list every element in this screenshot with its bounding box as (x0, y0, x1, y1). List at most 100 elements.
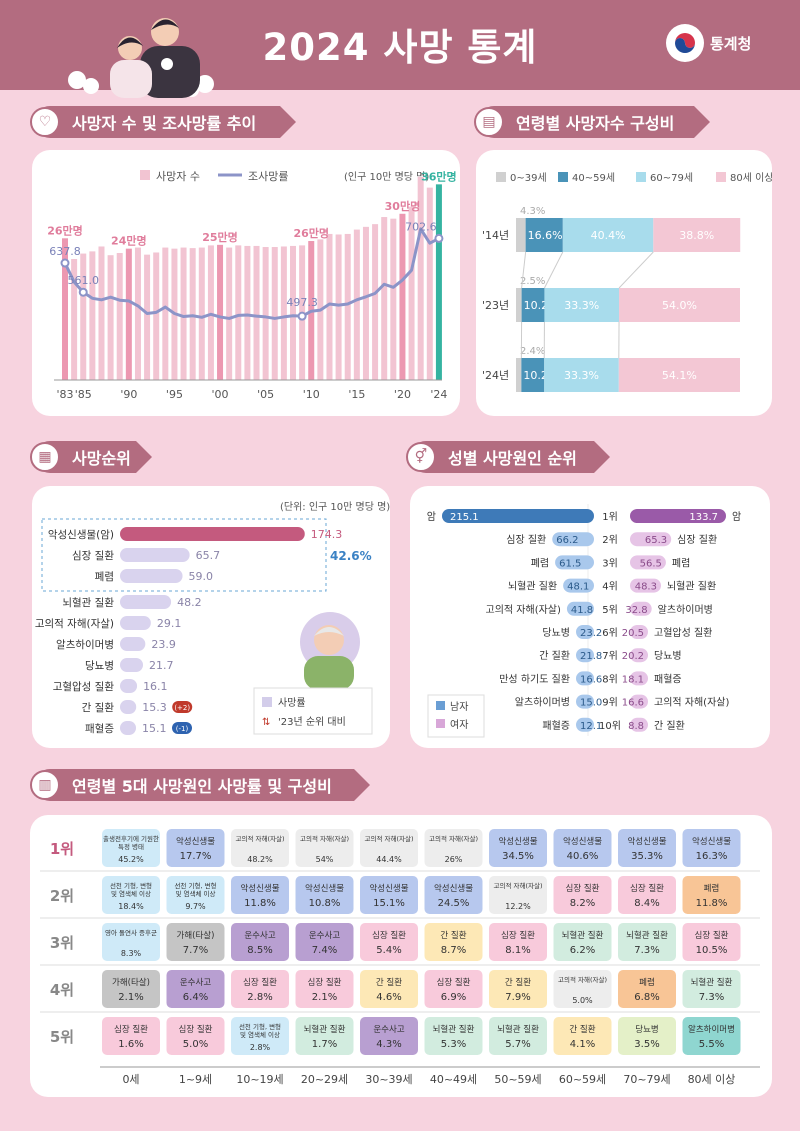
table-cell-box (682, 923, 741, 961)
bar-2003 (244, 245, 251, 380)
top3-percent: 42.6% (330, 549, 372, 563)
age-seg-2 (544, 288, 620, 322)
bar-1997 (189, 248, 196, 380)
table-cell-cause: 운수사고 (180, 978, 211, 988)
page-title: 2024 사망 통계 (262, 26, 538, 69)
table-cell-cause: 악성신생물 (563, 836, 602, 847)
male-cause-label: 알츠하이머병 (515, 696, 570, 709)
table-cell-box (618, 970, 676, 1008)
table-cell-percent: 8.5% (247, 945, 272, 956)
table-cell-cause: 폐렴 (704, 883, 720, 894)
legend-swatch-female (436, 719, 445, 728)
section-title-gender: 성별 사망원인 순위 (410, 441, 610, 473)
table-cell-percent: 6.8% (634, 992, 659, 1003)
x-tick-label: '95 (166, 388, 183, 401)
table-cell-cause: 심장 질환 (566, 883, 600, 894)
table-cell-box (231, 876, 289, 914)
male-cause-label: 당뇨병 (542, 627, 570, 639)
rank-value-label: 16.1 (143, 680, 168, 693)
table-cell-cause: 영아 돌연사 증후군 (105, 928, 157, 937)
table-cell-cause: 선천 기형, 변형 및 염색체 이상 (239, 1022, 281, 1039)
male-bar-3 (563, 578, 594, 593)
table-cell-percent: 4.6% (376, 992, 401, 1003)
rank-value-label: 23.9 (151, 638, 176, 651)
male-value-label: 61.5 (559, 558, 581, 569)
female-bar-3 (630, 578, 661, 593)
bar-2017 (372, 224, 379, 380)
legend-swatch-rate (262, 697, 272, 707)
table-cell-percent: 5.3% (441, 1039, 466, 1050)
table-cell-box (618, 876, 676, 914)
table-cell-percent: 5.4% (376, 945, 401, 956)
x-tick-label: '90 (120, 388, 137, 401)
age-small-label: 4.3% (520, 206, 545, 217)
female-value-label: 133.7 (689, 512, 718, 523)
section-title-age-top5: 연령별 5대 사망원인 사망률 및 구성비 (34, 769, 370, 801)
female-cause-label: 심장 질환 (677, 534, 717, 546)
male-value-label: 66.2 (556, 535, 578, 546)
table-cell-box (682, 1017, 741, 1055)
table-cell-box (102, 970, 160, 1008)
table-cell-cause: 뇌혈관 질환 (562, 930, 604, 941)
table-cell-box (231, 923, 289, 961)
male-value-label: 16.6 (580, 674, 602, 685)
rank-value-label: 65.7 (196, 549, 221, 562)
table-cell-percent: 3.5% (634, 1039, 659, 1050)
table-cell-box (489, 923, 547, 961)
table-cell-cause: 심장 질환 (179, 1024, 213, 1035)
male-cause-label: 만성 하기도 질환 (499, 672, 570, 685)
bar-data-label: 26만명 (293, 226, 329, 240)
top3-bracket (41, 518, 327, 592)
legend-swatch-age-0 (496, 172, 506, 182)
checklist-icon: ▥ (30, 770, 60, 800)
bar-2015 (353, 229, 360, 380)
bar-1989 (116, 253, 123, 380)
table-age-label: 80세 이상 (688, 1073, 736, 1086)
heartbeat-icon: ♡ (30, 107, 60, 137)
bar-1988 (107, 255, 114, 380)
table-cell-cause: 심장 질환 (308, 977, 342, 988)
bar-data-label: 36만명 (421, 169, 457, 183)
male-bar-6 (576, 648, 594, 663)
table-cell-box (682, 970, 741, 1008)
rank-bar-6 (120, 658, 144, 672)
bar-2004 (253, 245, 260, 380)
table-cell-cause: 심장 질환 (695, 930, 729, 941)
table-age-label: 70~79세 (623, 1073, 670, 1086)
table-age-label: 0세 (122, 1073, 139, 1086)
table-cell-cause: 악성신생물 (240, 883, 279, 894)
female-value-label: 20.5 (622, 628, 644, 639)
female-value-label: 20.2 (622, 651, 644, 662)
table-cell-cause: 뇌혈관 질환 (497, 1024, 539, 1035)
table-cell-percent: 7.7% (183, 945, 208, 956)
table-cell-cause: 심장 질환 (243, 977, 277, 988)
agency-logo: 통계청 (666, 24, 751, 62)
table-cell-percent: 12.2% (505, 902, 531, 911)
table-age-label: 40~49세 (430, 1073, 477, 1086)
table-cell-percent: 1.7% (312, 1039, 337, 1050)
table-cell-box (102, 923, 160, 961)
table-age-label: 20~29세 (301, 1073, 348, 1086)
table-cell-cause: 선천 기형, 변형 및 염색체 이상 (110, 881, 152, 898)
table-cell-box (618, 829, 676, 867)
x-tick-label: '05 (257, 388, 274, 401)
couple-illustration (68, 18, 214, 98)
rank-value-label: 174.3 (311, 528, 343, 541)
table-cell-box (489, 970, 547, 1008)
table-cell-box (553, 923, 612, 961)
rank-unit-note: (단위: 인구 10만 명당 명) (280, 500, 390, 513)
rank-change-badge (172, 701, 193, 713)
section-title-text: 사망자 수 및 조사망률 추이 (72, 114, 257, 133)
gender-rank-label: 3위 (602, 556, 618, 569)
bar-2024 (435, 184, 442, 380)
x-tick-label: '15 (348, 388, 365, 401)
table-cell-box (360, 829, 418, 867)
bar-1991 (134, 247, 141, 380)
age-seg-0 (516, 218, 526, 252)
age-seg-label: 33.3% (564, 299, 599, 312)
table-cell-percent: 18.4% (118, 902, 144, 911)
table-cell-box (360, 970, 418, 1008)
age-seg-3 (653, 218, 741, 252)
age-seg-1 (525, 218, 563, 252)
table-cell-box (102, 1017, 160, 1055)
